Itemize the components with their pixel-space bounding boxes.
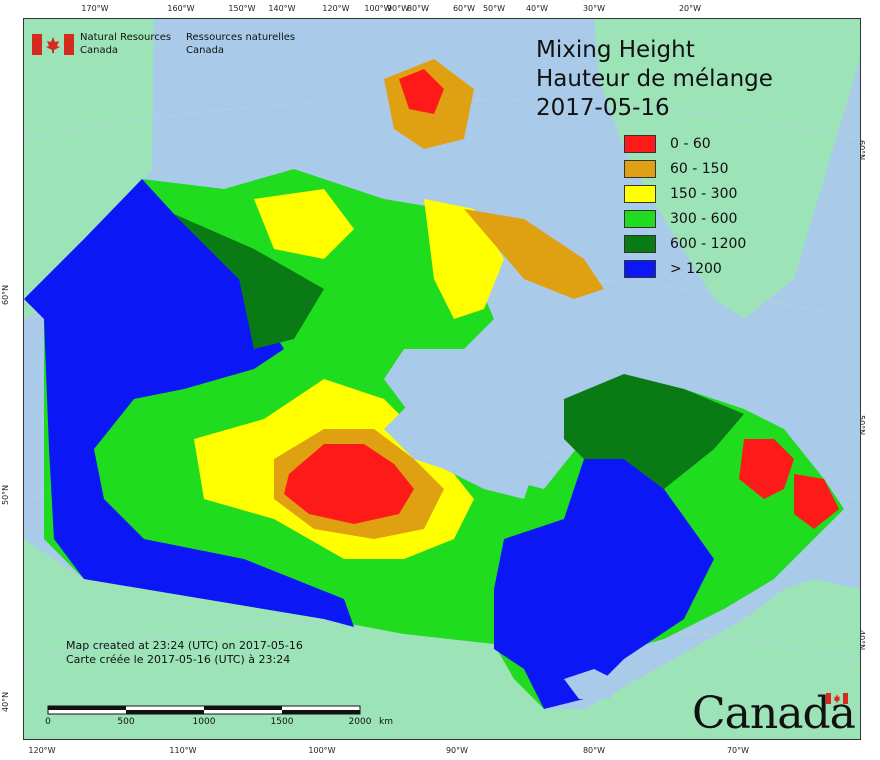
hudson-bay: [384, 349, 544, 499]
legend-swatch: [624, 185, 656, 203]
top-tick: 120°W: [322, 4, 350, 13]
left-tick: 60°N: [1, 284, 10, 305]
scale-bar-graphic: [47, 705, 361, 715]
title-en: Mixing Height: [536, 37, 695, 63]
title-fr: Hauteur de mélange: [536, 66, 773, 92]
zone-600-1200-east: [564, 374, 744, 489]
scale-label: 1500: [270, 717, 294, 727]
scale-label: 0: [45, 717, 51, 727]
bottom-tick: 120°W: [28, 746, 56, 755]
agency-name-en: Natural Resources Canada: [80, 31, 171, 57]
legend-label: > 1200: [670, 261, 722, 277]
scale-label: 1000: [192, 717, 216, 727]
top-tick: 90°W: [386, 4, 410, 13]
bottom-tick: 70°W: [726, 746, 750, 755]
canada-flag-icon: [826, 693, 848, 704]
scale-unit: km: [379, 717, 393, 727]
zone-gt-1200-east: [494, 459, 714, 709]
zone-60-150-baffin: [464, 209, 604, 299]
left-tick: 50°N: [1, 484, 10, 505]
top-tick: 160°W: [167, 4, 195, 13]
legend-swatch: [624, 210, 656, 228]
top-tick: 150°W: [228, 4, 256, 13]
credits-fr: Carte créée le 2017-05-16 (UTC) à 23:24: [66, 653, 291, 666]
map-canvas[interactable]: [23, 18, 861, 740]
agency-fr-line1: Ressources naturelles: [186, 32, 296, 43]
agency-name-fr: Ressources naturelles Canada: [186, 31, 295, 57]
scale-label: 2000: [348, 717, 372, 727]
top-tick: 100°W: [364, 4, 392, 13]
usa-landmass: [24, 539, 860, 739]
scale-label: 500: [117, 717, 135, 727]
legend-swatch: [624, 235, 656, 253]
top-tick: 30°W: [582, 4, 606, 13]
bottom-tick: 80°W: [582, 746, 606, 755]
map-date: 2017-05-16: [536, 95, 670, 121]
legend-label: 300 - 600: [670, 211, 738, 227]
zone-600-1200-west: [174, 214, 324, 349]
top-tick: 20°W: [678, 4, 702, 13]
top-tick: 140°W: [268, 4, 296, 13]
canada-flag-icon: [32, 34, 74, 55]
legend-label: 60 - 150: [670, 161, 729, 177]
canada-mixing-height-field: [24, 59, 844, 709]
agency-fr-line2: Canada: [186, 45, 225, 56]
top-tick: 80°W: [406, 4, 430, 13]
zone-150-300-arctic-west: [254, 189, 354, 259]
left-tick: 40°N: [1, 691, 10, 712]
legend-swatch: [624, 160, 656, 178]
bottom-tick: 100°W: [308, 746, 336, 755]
top-tick: 50°W: [482, 4, 506, 13]
legend-label: 0 - 60: [670, 136, 711, 152]
greenland-landmass: [594, 19, 860, 319]
great-lakes: [564, 669, 624, 699]
legend-swatch: [624, 135, 656, 153]
top-tick: 40°W: [525, 4, 549, 13]
map-title: Mixing Height Hauteur de mélange 2017-05…: [536, 36, 773, 123]
zone-0-60-labrador: [739, 439, 794, 499]
zone-gt-1200-west: [24, 179, 354, 627]
agency-en-line1: Natural Resources: [80, 32, 172, 43]
agency-en-line2: Canada: [80, 45, 119, 56]
map-credits: Map created at 23:24 (UTC) on 2017-05-16…: [66, 639, 303, 667]
zone-0-60-newfoundland: [794, 474, 839, 529]
credits-en: Map created at 23:24 (UTC) on 2017-05-16: [66, 639, 303, 652]
legend-label: 150 - 300: [670, 186, 738, 202]
legend-swatch: [624, 260, 656, 278]
bottom-tick: 110°W: [169, 746, 197, 755]
top-tick: 60°W: [452, 4, 476, 13]
zone-0-60-ellesmere: [399, 69, 444, 114]
alaska-landmass: [24, 19, 154, 319]
top-tick: 170°W: [81, 4, 109, 13]
bottom-tick: 90°W: [445, 746, 469, 755]
scale-bar: 0 500 1000 1500 2000 km: [45, 703, 393, 727]
map-svg: [24, 19, 860, 739]
zone-0-60-prairies: [284, 444, 414, 524]
legend-label: 600 - 1200: [670, 236, 747, 252]
